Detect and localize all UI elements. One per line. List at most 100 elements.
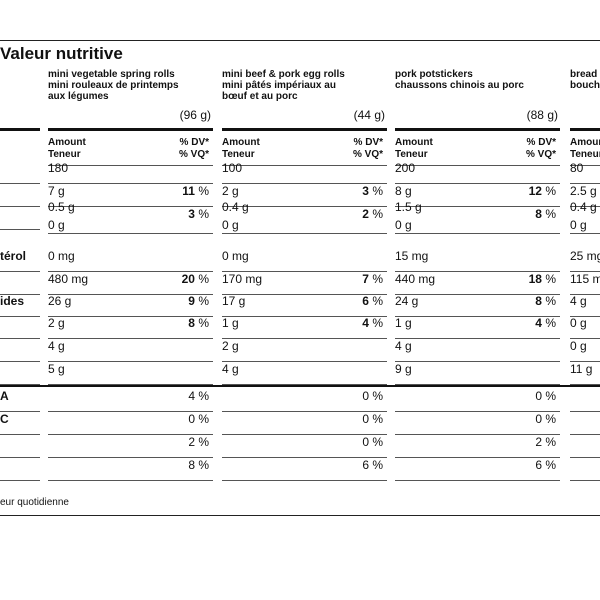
daily-value-percent: 12 % — [528, 184, 556, 198]
row-divider — [222, 434, 387, 435]
nutrient-amount: 170 mg — [222, 272, 263, 286]
row-divider-label — [0, 384, 40, 385]
row-divider — [48, 183, 213, 184]
row-divider — [395, 271, 560, 272]
daily-value-percent: 11 % — [182, 184, 209, 198]
nutrient-amount: 80 — [570, 161, 584, 175]
row-divider — [570, 233, 600, 234]
row-divider — [48, 457, 213, 458]
label-column-rule — [0, 128, 40, 131]
percent-value: 3 — [188, 207, 195, 221]
serving-size: (44 g) — [353, 108, 385, 122]
nutrient-amount: 4 g — [48, 339, 65, 353]
nutrient-amount: 0 mg — [222, 249, 249, 263]
row-divider — [222, 411, 387, 412]
nutrient-amount: 1 g — [395, 316, 412, 330]
nutrient-amount: 2 g — [48, 316, 65, 330]
nutrient-amount-sub: 0 g — [570, 218, 587, 232]
percent-value: 4 — [535, 316, 542, 330]
row-divider — [570, 206, 600, 207]
nutrient-amount-sub: 0 g — [395, 218, 412, 232]
row-divider — [48, 480, 213, 481]
percent-value: 8 — [535, 207, 542, 221]
row-divider — [395, 233, 560, 234]
column-rule — [48, 128, 213, 131]
row-divider — [395, 480, 560, 481]
nutrient-amount: 0.5 g — [48, 200, 75, 214]
nutrient-amount: 1 g — [222, 316, 239, 330]
percent-value: 9 — [188, 294, 195, 308]
amount-label: Amount — [222, 137, 260, 148]
panel-title: Valeur nutritive — [0, 44, 123, 63]
nutrient-amount: 2 g — [222, 184, 239, 198]
row-label-cholesterol: térol — [0, 249, 27, 263]
row-divider-label — [0, 411, 40, 412]
nutrient-amount: 0 g — [570, 339, 587, 353]
row-divider — [48, 271, 213, 272]
daily-value-percent: 9 % — [188, 294, 209, 308]
daily-value-percent: 3 % — [188, 207, 209, 221]
header-divider — [395, 165, 560, 166]
vitamin-section-rule — [0, 385, 600, 387]
product-name-line: chaussons chinois au porc — [395, 80, 524, 91]
daily-value-percent: 8 % — [535, 294, 556, 308]
daily-value-percent: 2 % — [535, 435, 556, 449]
row-divider-label — [0, 294, 40, 295]
percent-value: 8 — [188, 316, 195, 330]
daily-value-percent: 8 % — [188, 458, 209, 472]
row-divider — [395, 384, 560, 385]
row-divider — [570, 316, 600, 317]
dv-label: % DV* — [179, 137, 209, 148]
row-divider — [395, 411, 560, 412]
row-divider — [570, 361, 600, 362]
row-divider — [222, 206, 387, 207]
nutrient-amount: 0.4 g — [570, 200, 597, 214]
row-label-carbs: ides — [0, 294, 25, 308]
row-divider — [222, 183, 387, 184]
product-name-line: mini beef & pork egg rolls — [222, 69, 345, 80]
daily-value-percent: 0 % — [362, 412, 383, 426]
row-divider-label — [0, 316, 40, 317]
row-divider — [222, 361, 387, 362]
footnote: eur quotidienne — [0, 497, 69, 508]
nutrient-amount: 0.4 g — [222, 200, 249, 214]
vq-label: % VQ* — [525, 149, 556, 160]
daily-value-percent: 3 % — [362, 184, 383, 198]
row-divider-label — [0, 183, 40, 184]
row-divider-label — [0, 361, 40, 362]
nutrient-amount: 11 g — [570, 362, 593, 376]
product-name-line: mini rouleaux de printemps — [48, 80, 179, 91]
row-divider — [222, 338, 387, 339]
percent-value: 8 — [535, 294, 542, 308]
vq-label: % VQ* — [352, 149, 383, 160]
column-rule — [570, 128, 600, 131]
daily-value-percent: 0 % — [535, 389, 556, 403]
product-header: bread bouch — [570, 69, 600, 91]
row-divider — [570, 480, 600, 481]
nutrient-amount: 4 g — [570, 294, 587, 308]
daily-value-percent: 4 % — [362, 316, 383, 330]
nutrient-amount: 25 mg — [570, 249, 600, 263]
product-name-line: bœuf et au porc — [222, 91, 298, 102]
amount-label: Amount — [48, 137, 86, 148]
row-divider — [570, 434, 600, 435]
daily-value-percent: 0 % — [362, 435, 383, 449]
row-divider-label — [0, 434, 40, 435]
percent-value: 18 — [528, 272, 542, 286]
row-divider — [395, 457, 560, 458]
row-divider-label — [0, 271, 40, 272]
teneur-label: Teneur — [48, 149, 81, 160]
daily-value-percent: 4 % — [188, 389, 209, 403]
dv-label: % DV* — [526, 137, 556, 148]
percent-value: 11 — [182, 184, 195, 198]
row-divider — [570, 457, 600, 458]
product-name-line: mini pâtés impériaux au — [222, 80, 336, 91]
nutrient-amount-sub: 0 g — [222, 218, 239, 232]
nutrient-amount: 200 — [395, 161, 416, 175]
header-divider — [570, 165, 600, 166]
teneur-label: Teneur — [570, 149, 600, 160]
row-divider — [48, 338, 213, 339]
daily-value-percent: 6 % — [362, 458, 383, 472]
daily-value-percent: 6 % — [535, 458, 556, 472]
row-divider — [48, 434, 213, 435]
